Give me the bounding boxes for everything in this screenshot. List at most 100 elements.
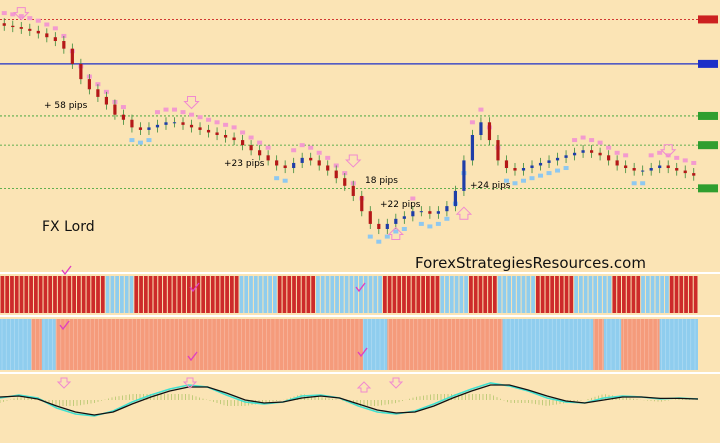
histogram-bar: [626, 276, 631, 313]
candle-body: [62, 41, 66, 49]
trail-dot: [427, 224, 433, 229]
histogram-bar: [301, 276, 306, 313]
histogram-bar: [158, 276, 163, 313]
histogram-bar: [100, 276, 105, 313]
histogram-bar: [282, 276, 287, 313]
candle-body: [683, 170, 687, 174]
signal-arrow: [387, 226, 405, 241]
histogram-bar: [72, 276, 76, 313]
trail-dot: [137, 140, 143, 145]
oscillator-panel: [0, 374, 720, 443]
histogram-bar: [268, 276, 273, 313]
candle-body: [675, 168, 679, 171]
signal-arrow: [183, 96, 200, 110]
histogram-bar: [373, 276, 378, 313]
trail-dot: [274, 176, 280, 181]
signal-arrow: [13, 7, 30, 21]
price-tag: [698, 184, 718, 193]
histogram-bar: [129, 276, 134, 313]
trail-dot: [257, 140, 263, 145]
check-mark: [357, 347, 368, 358]
histogram-bar: [153, 276, 158, 313]
trail-dot: [665, 153, 671, 158]
price-tag: [698, 59, 718, 68]
histogram-block: [31, 319, 42, 370]
histogram-bar: [10, 276, 14, 313]
histogram-bar: [120, 276, 124, 313]
histogram-bar: [14, 276, 19, 313]
histogram-bar: [263, 276, 268, 313]
histogram-bar: [645, 276, 650, 313]
histogram-block: [41, 319, 56, 370]
price-tag: [698, 111, 718, 120]
candle-body: [155, 124, 160, 128]
histogram-bar: [67, 276, 72, 313]
histogram-bar: [435, 276, 440, 313]
trail-dot: [248, 135, 254, 140]
price-tag: [698, 141, 718, 150]
trail-dot: [597, 140, 603, 145]
pips-annotation-3: 18 pips: [365, 176, 398, 186]
candle-body: [445, 206, 449, 212]
histogram-bar: [583, 276, 588, 313]
trail-dot: [606, 145, 612, 150]
pips-annotation-5: +24 pips: [470, 181, 511, 191]
oscillator-arrow: [182, 377, 198, 389]
histogram-bar: [201, 276, 206, 313]
trail-dot: [35, 18, 41, 23]
candle-body: [453, 190, 458, 207]
brand-label: FX Lord: [42, 219, 95, 235]
histogram-bar: [602, 276, 607, 313]
trail-dot: [154, 110, 160, 115]
trail-dot: [512, 181, 518, 186]
candle-body: [232, 137, 236, 141]
histogram-bar: [210, 276, 215, 313]
histogram-bar: [397, 276, 402, 313]
histogram-bar: [655, 276, 660, 313]
histogram-block: [621, 319, 660, 370]
candle-body: [96, 89, 100, 97]
trail-dot: [189, 112, 195, 117]
histogram-bar: [531, 276, 535, 313]
candle-body: [258, 150, 262, 156]
histogram-bar: [115, 276, 120, 313]
candle-body: [658, 165, 662, 169]
candle-body: [113, 104, 117, 115]
trail-dot: [444, 216, 450, 221]
trail-dot: [648, 153, 654, 158]
histogram-bar: [287, 276, 292, 313]
candle-body: [632, 168, 636, 171]
oscillator-lines: [0, 382, 699, 417]
histogram-bar: [416, 276, 421, 313]
histogram-bar: [622, 276, 626, 313]
trail-dot: [572, 138, 578, 143]
check-mark: [355, 282, 366, 293]
histogram-bar: [53, 276, 57, 313]
histogram-bar: [574, 276, 578, 313]
histogram-bar: [143, 276, 148, 313]
candle-body: [87, 79, 91, 90]
check-mark: [187, 351, 198, 362]
trail-dot: [180, 110, 186, 115]
candle-body: [607, 155, 611, 161]
histogram-bar: [335, 276, 339, 313]
histogram-block: [502, 319, 594, 370]
candle-body: [479, 122, 483, 135]
histogram-bar: [545, 276, 550, 313]
histogram-block: [362, 319, 388, 370]
candle-body: [462, 160, 466, 191]
candle-body: [666, 165, 670, 169]
histogram-bar: [411, 276, 416, 313]
pips-annotation-4: +22 pips: [380, 200, 421, 210]
candle-body: [513, 168, 517, 171]
candle-body: [598, 152, 602, 156]
histogram-bar: [96, 276, 100, 313]
trail-dot: [623, 153, 629, 158]
histogram-bar: [607, 276, 612, 313]
candle-body: [317, 160, 321, 166]
histogram-bar: [598, 276, 602, 313]
candle-body: [419, 211, 423, 213]
trail-dot: [129, 138, 135, 143]
trail-dot: [563, 166, 569, 171]
